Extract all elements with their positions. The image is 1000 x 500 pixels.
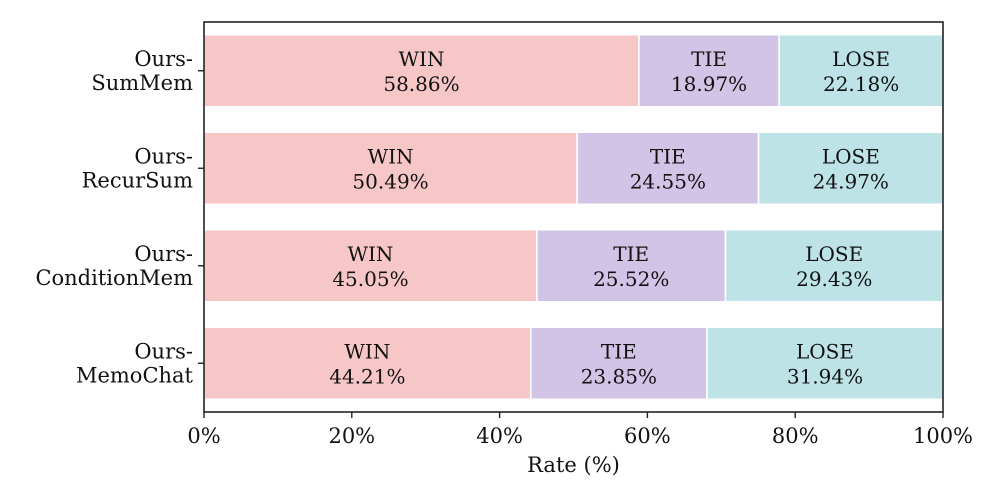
bar-segment-win-3 bbox=[203, 326, 532, 400]
bar-segment-lose-2 bbox=[724, 229, 944, 303]
segment-series-label-win-1: WIN bbox=[368, 144, 414, 168]
x-tick-label-0: 0% bbox=[187, 424, 220, 448]
segment-series-label-win-2: WIN bbox=[347, 242, 393, 266]
segment-series-label-lose-1: LOSE bbox=[822, 144, 880, 168]
segment-value-label-tie-2: 25.52% bbox=[593, 267, 669, 291]
bar-segment-win-0 bbox=[203, 34, 640, 108]
x-axis: 0% 20% 40% 60% 80% 100% bbox=[187, 412, 973, 448]
segment-labels-layer: WIN58.86%TIE18.97%LOSE22.18%WIN50.49%TIE… bbox=[329, 47, 899, 389]
bar-segment-tie-0 bbox=[638, 34, 780, 108]
category-label-0-line-0: Ours- bbox=[134, 47, 193, 71]
x-tick-label-3: 60% bbox=[624, 424, 671, 448]
segment-value-label-lose-1: 24.97% bbox=[813, 169, 889, 193]
bar-segment-win-2 bbox=[203, 229, 538, 303]
bar-segment-lose-0 bbox=[778, 34, 944, 108]
segment-value-label-tie-3: 23.85% bbox=[581, 364, 657, 388]
segment-series-label-tie-1: TIE bbox=[650, 144, 686, 168]
bar-segment-tie-2 bbox=[536, 229, 727, 303]
bar-segment-tie-1 bbox=[576, 131, 760, 205]
segment-value-label-lose-0: 22.18% bbox=[823, 72, 899, 96]
segment-value-label-win-2: 45.05% bbox=[332, 267, 408, 291]
bars-layer bbox=[203, 34, 944, 400]
category-label-0-line-1: SumMem bbox=[91, 71, 193, 95]
category-label-2-line-1: ConditionMem bbox=[35, 266, 193, 290]
category-label-1-line-0: Ours- bbox=[134, 144, 193, 168]
x-tick-label-4: 80% bbox=[772, 424, 819, 448]
y-axis: Ours-SumMemOurs-RecurSumOurs-ConditionMe… bbox=[35, 47, 204, 387]
segment-series-label-lose-2: LOSE bbox=[805, 242, 863, 266]
segment-value-label-lose-3: 31.94% bbox=[787, 364, 863, 388]
segment-value-label-tie-1: 24.55% bbox=[630, 169, 706, 193]
bar-segment-tie-3 bbox=[529, 326, 708, 400]
segment-series-label-tie-3: TIE bbox=[601, 339, 637, 363]
segment-series-label-tie-2: TIE bbox=[613, 242, 649, 266]
bar-segment-win-1 bbox=[203, 131, 578, 205]
segment-value-label-win-3: 44.21% bbox=[329, 364, 405, 388]
category-label-2-line-0: Ours- bbox=[134, 242, 193, 266]
segment-series-label-lose-0: LOSE bbox=[832, 47, 890, 71]
x-tick-label-2: 40% bbox=[476, 424, 523, 448]
segment-series-label-win-3: WIN bbox=[344, 339, 390, 363]
plot-frame bbox=[203, 21, 944, 413]
segment-series-label-lose-3: LOSE bbox=[796, 339, 854, 363]
x-tick-label-1: 20% bbox=[328, 424, 375, 448]
segment-series-label-tie-0: TIE bbox=[691, 47, 727, 71]
segment-value-label-lose-2: 29.43% bbox=[796, 267, 872, 291]
category-label-1-line-1: RecurSum bbox=[82, 168, 193, 192]
x-axis-label: Rate (%) bbox=[527, 453, 620, 477]
segment-value-label-win-0: 58.86% bbox=[383, 72, 459, 96]
bar-segment-lose-1 bbox=[757, 131, 944, 205]
bar-segment-lose-3 bbox=[706, 326, 944, 400]
segment-series-label-win-0: WIN bbox=[399, 47, 445, 71]
segment-value-label-win-1: 50.49% bbox=[352, 169, 428, 193]
category-label-3-line-1: MemoChat bbox=[76, 363, 194, 387]
x-tick-label-5: 100% bbox=[913, 424, 973, 448]
segment-value-label-tie-0: 18.97% bbox=[671, 72, 747, 96]
category-label-3-line-0: Ours- bbox=[134, 339, 193, 363]
